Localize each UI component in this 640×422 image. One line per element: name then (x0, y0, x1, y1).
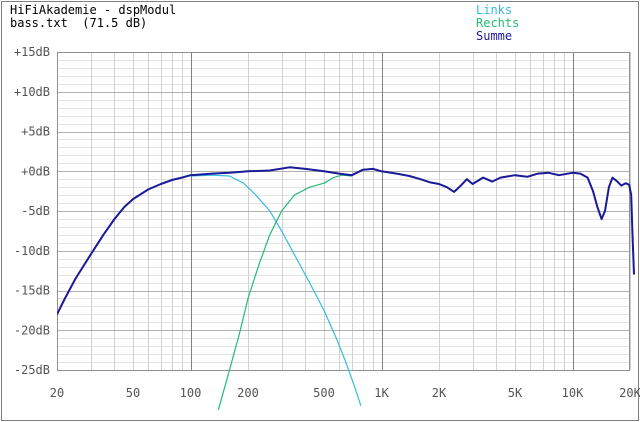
chart-title: HiFiAkademie - dspModul (10, 3, 177, 17)
series-links-line (190, 174, 362, 406)
y-tick-label: -25dB (14, 363, 50, 377)
x-tick-label: 50 (126, 386, 140, 400)
plot-border (57, 52, 630, 371)
chart-subtitle: bass.txt (71.5 dB) (10, 16, 148, 30)
legend-rechts: Rechts (476, 16, 520, 30)
x-tick-label: 5K (508, 386, 523, 400)
y-tick-label: +15dB (14, 45, 50, 59)
y-tick-label: -20dB (14, 323, 50, 337)
legend-links: Links (476, 3, 513, 17)
y-tick-label: +10dB (14, 85, 50, 99)
y-tick-label: -10dB (14, 244, 50, 258)
x-tick-label: 500 (313, 386, 335, 400)
y-tick-label: -15dB (14, 284, 50, 298)
series-rechts-line (217, 174, 352, 410)
y-tick-label: -5dB (21, 204, 50, 218)
series-lines (57, 166, 635, 410)
y-tick-label: +0dB (21, 164, 50, 178)
y-axis-ticks: +15dB +10dB +5dB +0dB -5dB -10dB -15dB -20dB -25… (14, 45, 50, 377)
x-tick-label: 100 (180, 386, 202, 400)
legend-summe: Summe (476, 29, 513, 43)
x-tick-label: 1K (374, 386, 389, 400)
x-tick-label: 200 (237, 386, 259, 400)
x-tick-label: 20K (619, 386, 640, 400)
x-tick-label: 2K (432, 386, 447, 400)
x-tick-label: 20 (50, 386, 64, 400)
series-summe-line (57, 166, 635, 315)
x-tick-label: 10K (562, 386, 584, 400)
x-axis-ticks: 20 50 100 200 500 1K 2K 5K 10K 20K (50, 386, 640, 400)
y-tick-label: +5dB (21, 125, 50, 139)
